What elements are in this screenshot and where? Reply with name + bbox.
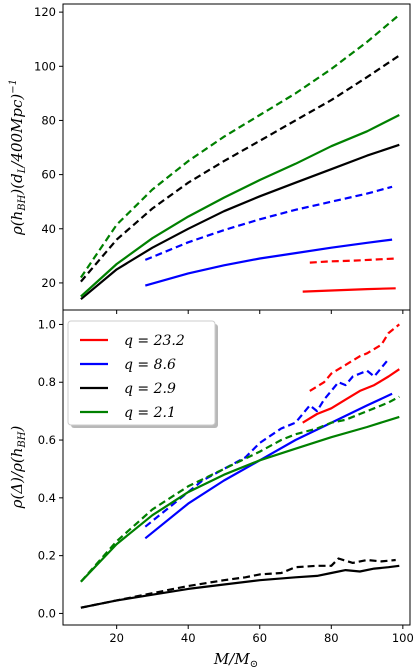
legend-label: q = 2.1 xyxy=(124,405,176,421)
top-series-line-2-solid xyxy=(144,238,393,287)
legend: q = 23.2 q = 8.6 q = 2.9 q = 2.1 xyxy=(67,320,218,428)
top-series-line-7-dashed xyxy=(79,13,401,279)
top-series-line-0-solid xyxy=(302,287,396,293)
bottom-y-axis-title: ρ(Δ)/ρ(hBH) xyxy=(8,426,28,510)
top-series-line-6-solid xyxy=(80,114,400,298)
top-y-tick-label: 120 xyxy=(34,5,56,19)
bottom-y-tick-label: 0.2 xyxy=(38,549,56,563)
bottom-x-tick-label: 40 xyxy=(181,631,196,645)
bottom-y-tick-label: 0.6 xyxy=(38,433,56,447)
bottom-series-line-1-dashed xyxy=(309,323,400,392)
bottom-series-line-2-solid xyxy=(144,392,393,540)
bottom-y-tick-label: 1.0 xyxy=(38,317,56,331)
bottom-ticks: 0.0 0.2 0.4 0.6 0.8 1.0 20 40 60 80 100 xyxy=(38,317,414,645)
top-series-line-4-solid xyxy=(80,143,400,301)
legend-label: q = 2.9 xyxy=(124,381,176,397)
top-y-tick-label: 40 xyxy=(41,222,56,236)
top-series-group xyxy=(79,13,401,301)
top-y-ticks: 20 40 60 80 100 120 xyxy=(34,5,404,314)
top-y-tick-label: 20 xyxy=(41,276,56,290)
legend-box xyxy=(67,320,216,426)
bottom-series-group xyxy=(80,323,400,609)
bottom-series-line-7-dashed xyxy=(80,395,400,583)
top-y-tick-label: 80 xyxy=(41,113,56,127)
legend-label: q = 23.2 xyxy=(124,333,185,349)
bottom-series-line-6-solid xyxy=(80,415,400,583)
bottom-x-tick-label: 100 xyxy=(392,631,414,645)
bottom-x-tick-label: 80 xyxy=(324,631,339,645)
top-y-tick-label: 60 xyxy=(41,168,56,182)
top-y-tick-label: 100 xyxy=(34,59,56,73)
top-series-line-5-dashed xyxy=(80,54,400,283)
bottom-x-tick-label: 20 xyxy=(109,631,124,645)
top-series-line-1-dashed xyxy=(309,257,396,264)
bottom-series-line-0-solid xyxy=(302,368,400,424)
bottom-y-tick-label: 0.8 xyxy=(38,375,56,389)
bottom-y-tick-label: 0.0 xyxy=(38,606,56,620)
top-panel-frame xyxy=(62,3,411,311)
top-y-axis-title: ρ(hBH)(dL/400Mpc)−1 xyxy=(8,79,28,236)
bottom-series-line-5-dashed xyxy=(80,557,396,609)
legend-label: q = 8.6 xyxy=(124,357,176,373)
bottom-y-tick-label: 0.4 xyxy=(38,491,56,505)
x-axis-title: M/M⊙ xyxy=(213,650,258,670)
bottom-x-tick-label: 60 xyxy=(252,631,267,645)
top-series-line-3-dashed xyxy=(144,185,393,261)
bottom-series-line-4-solid xyxy=(80,564,400,609)
